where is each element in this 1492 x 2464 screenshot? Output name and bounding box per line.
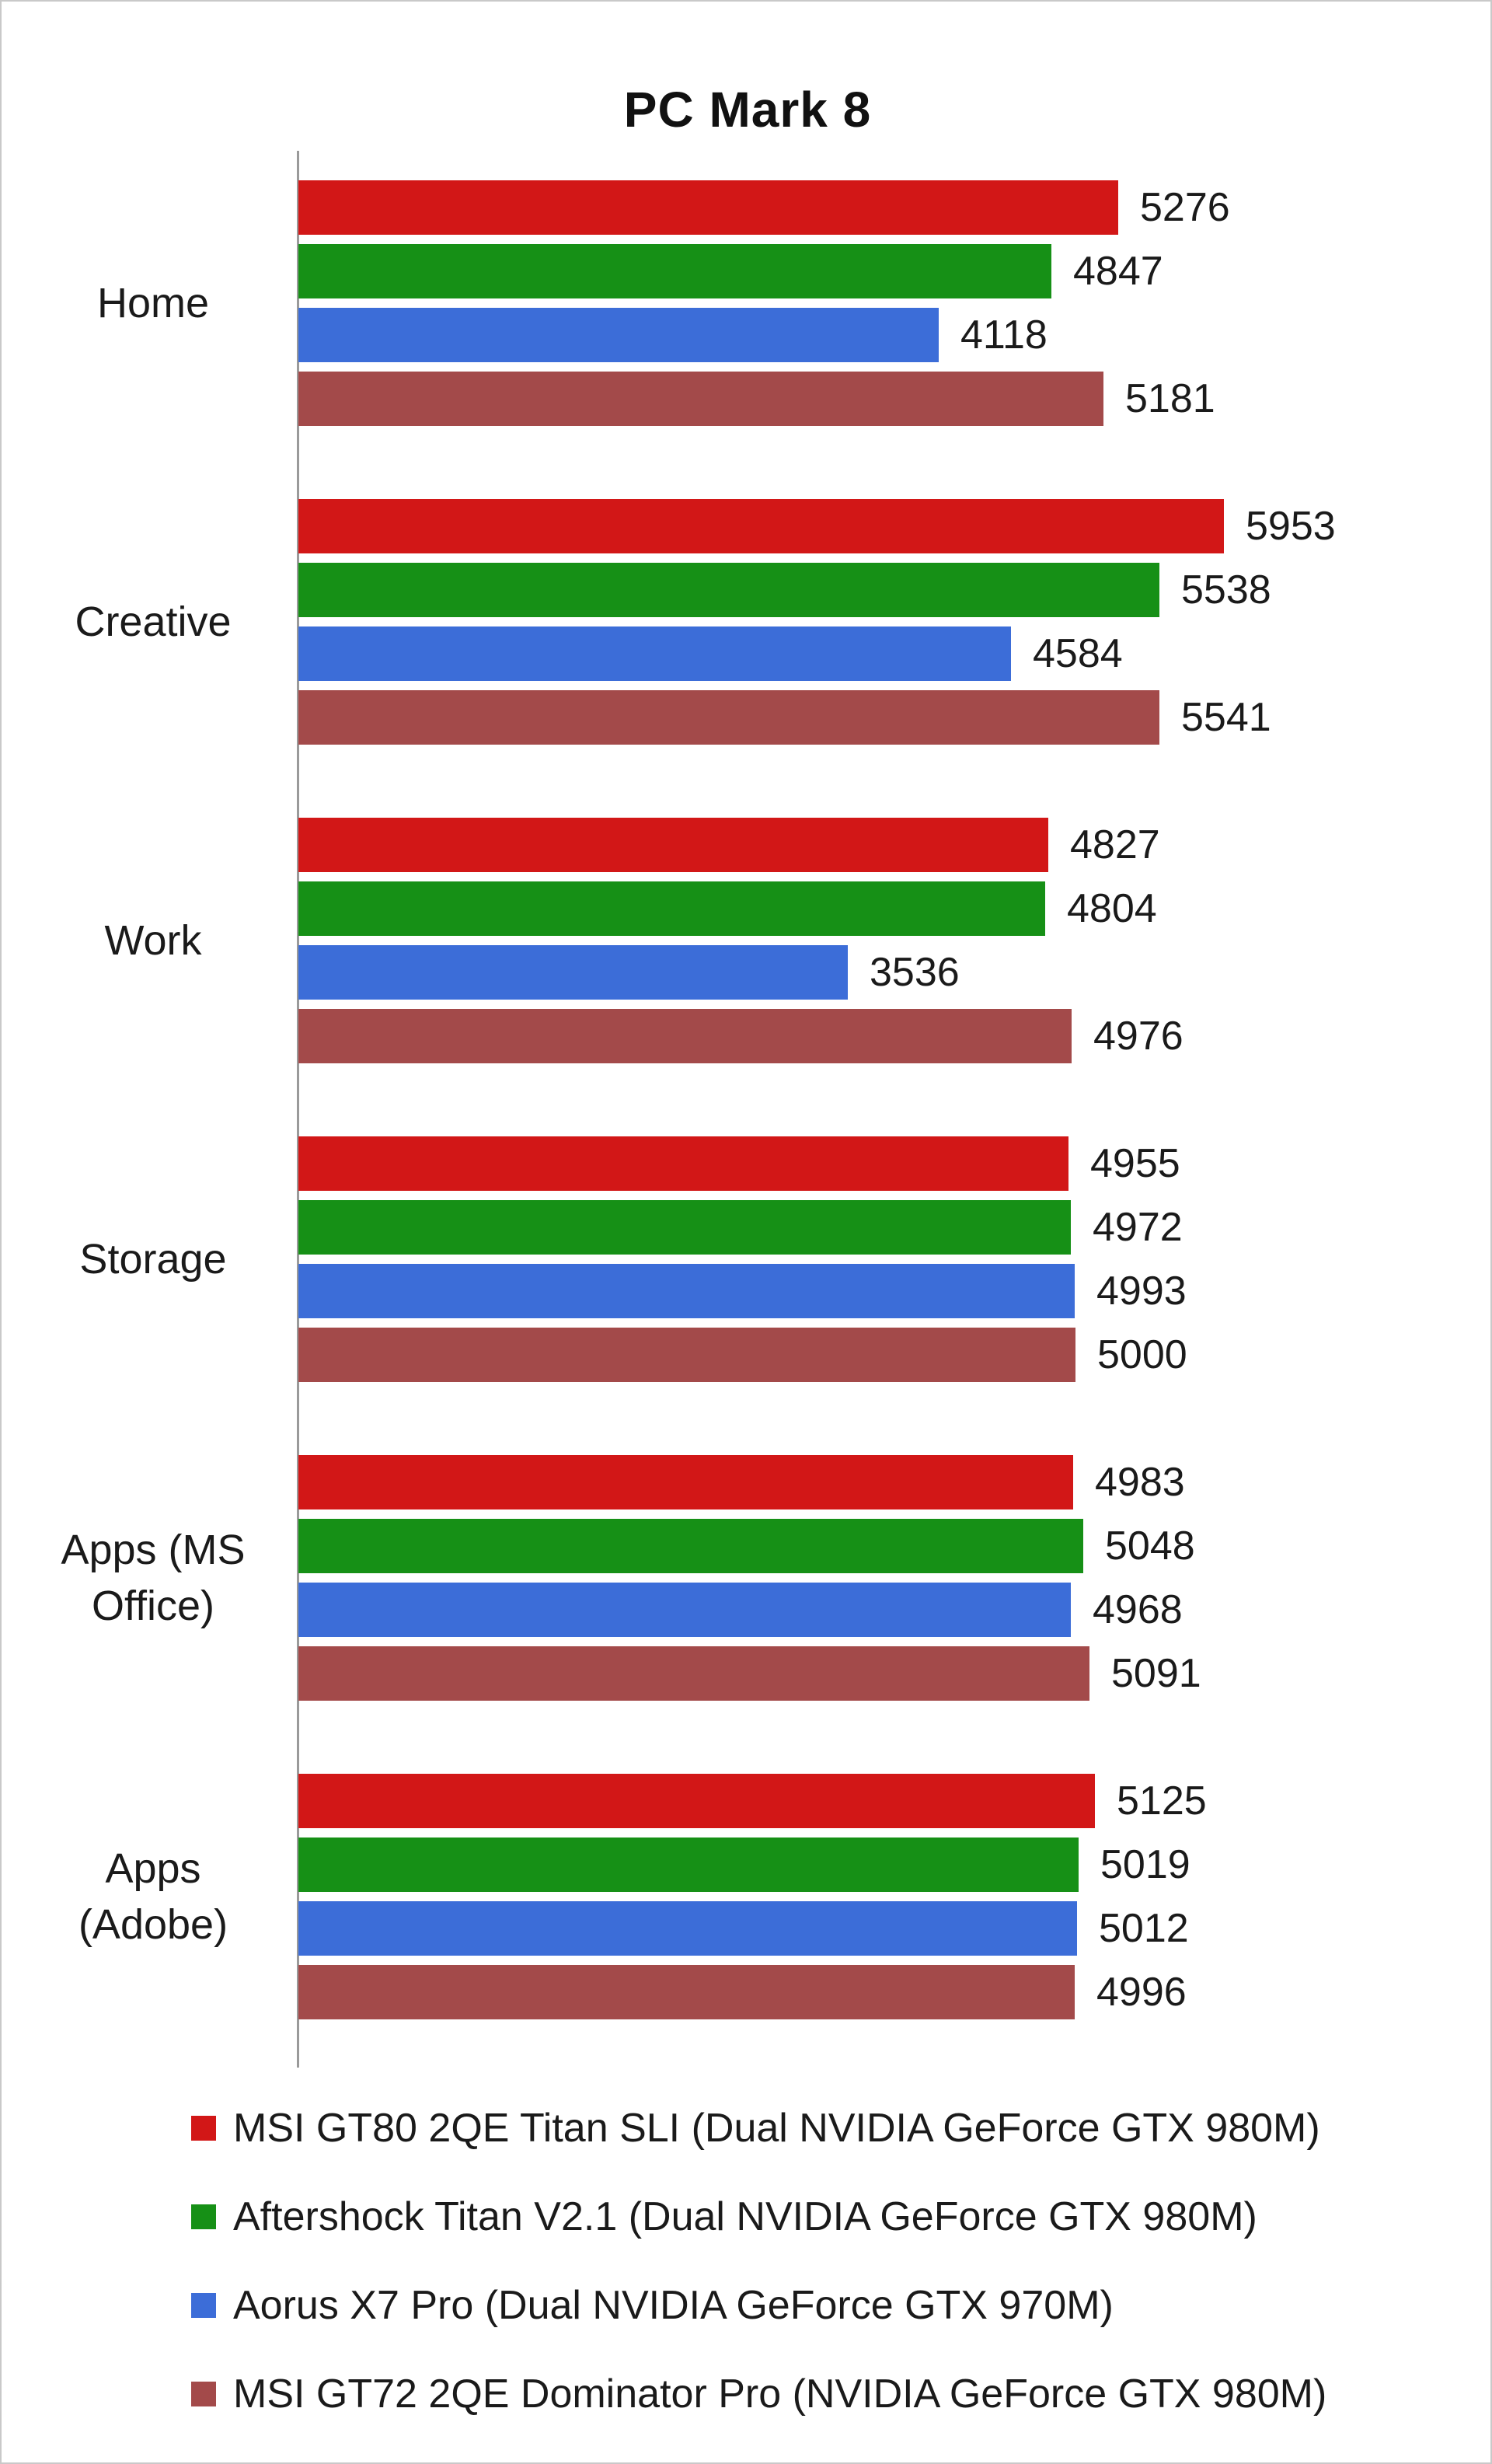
bar (298, 1136, 1068, 1191)
bar-value-label: 5048 (1105, 1523, 1195, 1569)
bar (298, 1009, 1072, 1063)
bar (298, 1646, 1089, 1701)
bar-value-label: 5091 (1111, 1651, 1201, 1696)
bar-value-label: 5019 (1100, 1842, 1190, 1887)
bar (298, 1838, 1079, 1892)
bar (298, 1519, 1083, 1573)
bar-value-label: 5953 (1246, 504, 1336, 549)
bar-value-label: 5181 (1125, 376, 1215, 421)
bar (298, 1328, 1075, 1382)
category-label-line: Work (104, 917, 202, 964)
legend-item: Aorus X7 Pro (Dual NVIDIA GeForce GTX 97… (191, 2282, 1114, 2329)
bar-value-label: 4847 (1073, 249, 1163, 294)
legend-swatch (191, 2116, 216, 2141)
bar (298, 1901, 1077, 1956)
bar (298, 244, 1051, 298)
legend-swatch (191, 2382, 216, 2406)
bar (298, 945, 848, 1000)
bar-value-label: 4804 (1067, 886, 1157, 931)
bar-value-label: 4976 (1093, 1014, 1183, 1059)
bar-value-label: 4827 (1070, 822, 1160, 867)
bar-value-label: 4118 (960, 312, 1048, 358)
bar-value-label: 4955 (1090, 1141, 1180, 1186)
bar (298, 180, 1118, 235)
bar-value-label: 5012 (1099, 1906, 1189, 1951)
bar-value-label: 4983 (1095, 1460, 1185, 1505)
bar-value-label: 5276 (1140, 185, 1230, 230)
category-label-line: Storage (79, 1236, 227, 1283)
bar (298, 308, 939, 362)
category-label: Work (25, 913, 281, 968)
bar (298, 563, 1159, 617)
legend-label: Aftershock Titan V2.1 (Dual NVIDIA GeFor… (233, 2194, 1257, 2239)
category-label-line: Apps (MS (61, 1527, 246, 1573)
bar (298, 1455, 1073, 1509)
category-label: Apps (MS Office) (25, 1522, 281, 1634)
bar (298, 372, 1103, 426)
bar-value-label: 5538 (1181, 567, 1271, 613)
bar (298, 499, 1224, 553)
legend-label: MSI GT72 2QE Dominator Pro (NVIDIA GeFor… (233, 2372, 1327, 2417)
bar (298, 818, 1048, 872)
bar (298, 881, 1045, 936)
bar (298, 626, 1011, 681)
legend-swatch (191, 2204, 216, 2229)
legend-item: MSI GT72 2QE Dominator Pro (NVIDIA GeFor… (191, 2371, 1326, 2417)
bar-value-label: 5541 (1181, 695, 1271, 740)
legend-swatch (191, 2293, 216, 2318)
legend-item: Aftershock Titan V2.1 (Dual NVIDIA GeFor… (191, 2194, 1257, 2240)
bar-value-label: 4993 (1096, 1269, 1187, 1314)
bar-value-label: 4972 (1093, 1205, 1183, 1250)
legend-label: Aorus X7 Pro (Dual NVIDIA GeForce GTX 97… (233, 2283, 1114, 2328)
bar-value-label: 5125 (1117, 1778, 1207, 1824)
bar (298, 690, 1159, 745)
legend-label: MSI GT80 2QE Titan SLI (Dual NVIDIA GeFo… (233, 2106, 1320, 2151)
bar (298, 1264, 1075, 1318)
category-label-line: (Adobe) (78, 1901, 228, 1948)
category-label: Creative (25, 594, 281, 650)
bar (298, 1200, 1071, 1255)
bar-value-label: 3536 (870, 950, 960, 995)
category-label-line: Home (96, 280, 210, 326)
bar (298, 1583, 1071, 1637)
category-label: Apps (Adobe) (25, 1841, 281, 1953)
bar-value-label: 4968 (1093, 1587, 1183, 1632)
category-label-line: Office) (91, 1583, 215, 1629)
category-label-line: Apps (105, 1845, 201, 1892)
category-label-line: Creative (75, 599, 232, 645)
bar-value-label: 4996 (1096, 1970, 1187, 2015)
bar (298, 1965, 1075, 2019)
bar-value-label: 4584 (1033, 631, 1123, 676)
bar-value-label: 5000 (1097, 1332, 1187, 1377)
category-label: Storage (25, 1231, 281, 1287)
chart-title: PC Mark 8 (623, 82, 872, 138)
bar (298, 1774, 1095, 1828)
category-label: Home (25, 275, 281, 331)
y-axis-line (297, 151, 299, 2068)
legend-item: MSI GT80 2QE Titan SLI (Dual NVIDIA GeFo… (191, 2105, 1320, 2152)
